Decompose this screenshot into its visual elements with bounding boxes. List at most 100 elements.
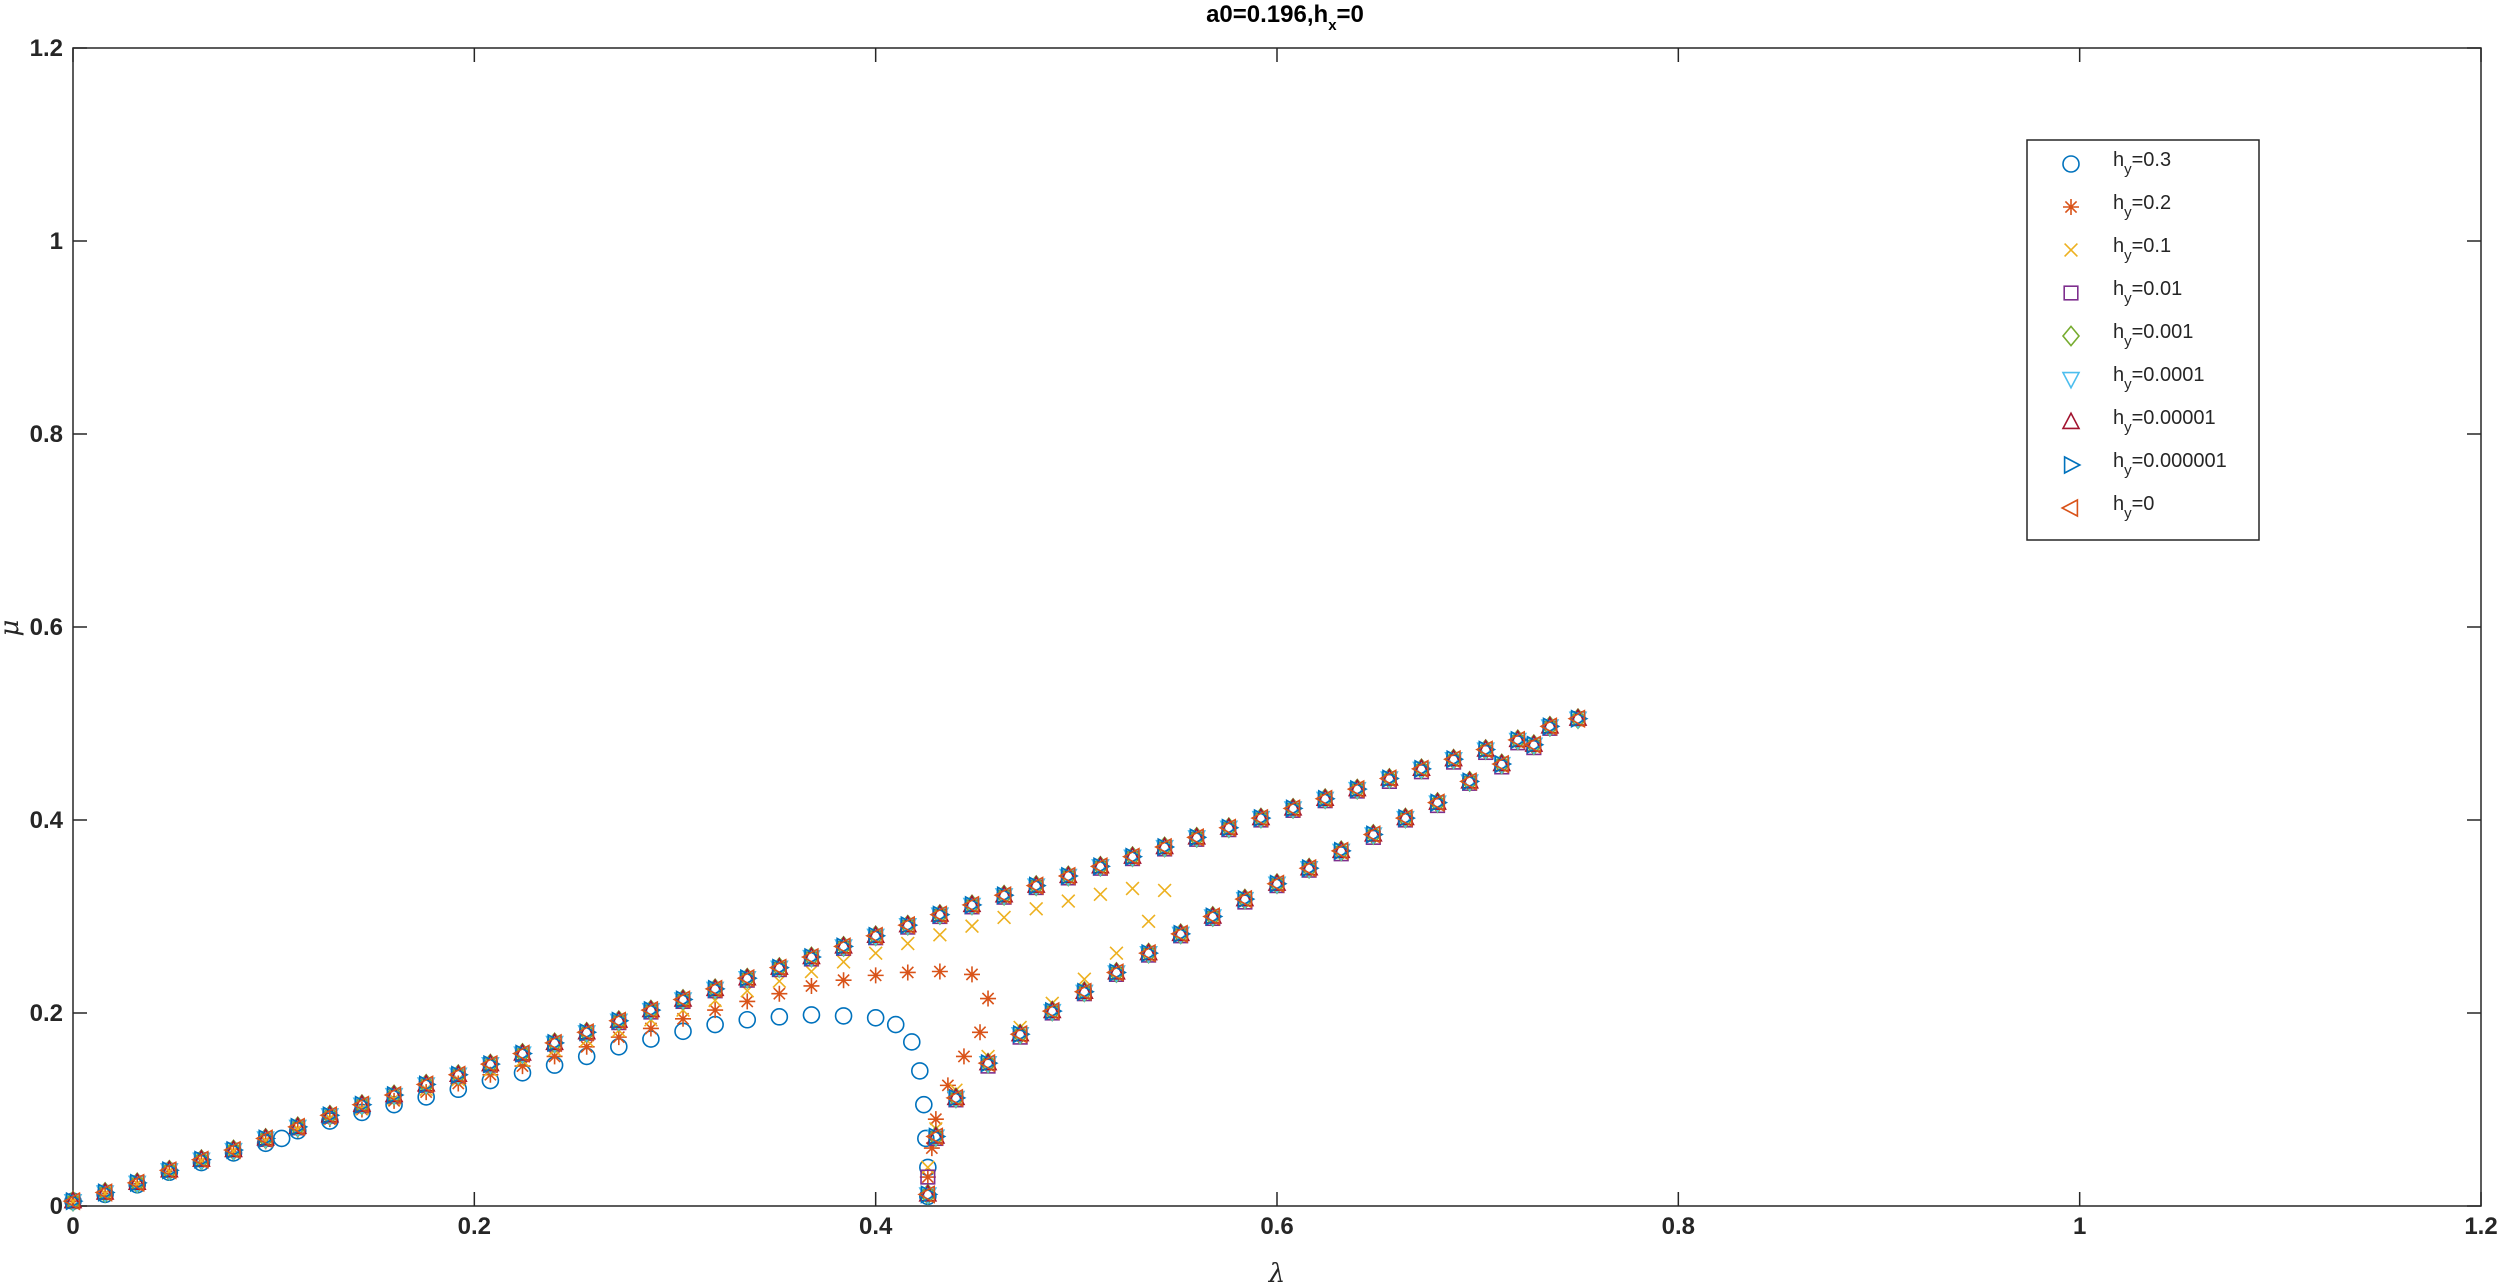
data-point — [1093, 856, 1111, 876]
data-point — [1123, 846, 1142, 864]
data-point — [1123, 849, 1142, 868]
data-point — [1075, 984, 1094, 1003]
data-point — [866, 928, 885, 947]
x-tick-label: 0.4 — [859, 1213, 893, 1240]
data-point — [923, 1140, 940, 1157]
data-point — [320, 1108, 340, 1126]
data-point — [256, 1127, 275, 1146]
data-point — [481, 1053, 500, 1072]
legend-marker — [2062, 155, 2080, 173]
data-point — [351, 1095, 370, 1115]
data-point — [1350, 779, 1368, 799]
data-point — [836, 937, 855, 956]
data-point — [1428, 795, 1447, 814]
data-point — [130, 1173, 148, 1193]
data-point — [1091, 859, 1110, 877]
data-point — [925, 1127, 944, 1146]
data-point — [158, 1160, 177, 1180]
data-point — [1460, 770, 1479, 789]
data-point — [1314, 789, 1333, 809]
legend-label: hy=0.000001 — [2113, 450, 2227, 479]
data-point — [578, 1038, 595, 1055]
data-point — [513, 1043, 532, 1061]
data-point — [1507, 730, 1525, 750]
data-point — [1205, 907, 1224, 926]
data-point — [1317, 789, 1336, 809]
data-point — [416, 1077, 436, 1095]
chart-title: a0=0.196,hx=0 — [1206, 1, 1364, 34]
data-point — [994, 884, 1014, 903]
data-point — [1155, 836, 1174, 855]
data-point — [1219, 820, 1239, 839]
data-point — [972, 1024, 989, 1041]
data-point — [1444, 752, 1463, 770]
data-point — [1041, 1001, 1060, 1021]
data-point — [802, 949, 821, 968]
data-point — [258, 1129, 277, 1148]
data-point — [962, 897, 982, 916]
data-point — [962, 894, 982, 913]
data-point — [902, 1033, 921, 1051]
data-point — [1042, 1000, 1062, 1019]
data-point — [993, 885, 1012, 905]
data-point — [918, 1187, 938, 1205]
data-point — [1524, 734, 1544, 752]
data-point — [1045, 1001, 1063, 1021]
data-point — [926, 1126, 946, 1144]
data-point — [1315, 788, 1335, 806]
y-tick-label: 0.2 — [30, 1000, 63, 1027]
data-point — [1267, 873, 1287, 891]
data-point — [609, 1013, 629, 1032]
data-point — [1427, 793, 1445, 812]
data-point — [802, 1006, 821, 1024]
data-point — [1283, 801, 1303, 819]
data-point — [1139, 942, 1158, 961]
data-point — [738, 1010, 757, 1029]
data-point — [545, 1035, 564, 1054]
data-point — [834, 939, 853, 957]
data-point — [1219, 817, 1239, 835]
data-point — [1542, 717, 1561, 736]
data-point — [1412, 758, 1431, 777]
data-point — [868, 946, 883, 961]
data-point — [928, 1127, 947, 1146]
data-point — [1412, 761, 1431, 780]
y-tick-label: 1.2 — [30, 35, 63, 62]
data-point — [1510, 730, 1529, 750]
data-point — [1171, 926, 1191, 945]
y-tick-label: 1 — [50, 228, 63, 255]
data-point — [931, 963, 948, 980]
data-point — [416, 1073, 436, 1092]
data-point — [1347, 778, 1367, 797]
data-point — [898, 914, 918, 933]
data-point — [1298, 858, 1317, 878]
data-point — [1430, 793, 1449, 812]
data-point — [1218, 818, 1237, 838]
data-point — [641, 999, 661, 1018]
data-point — [1187, 830, 1207, 848]
data-point — [1186, 828, 1204, 847]
data-point — [1285, 799, 1304, 818]
data-point — [1283, 797, 1303, 816]
data-point — [1476, 742, 1496, 761]
data-point — [980, 990, 997, 1007]
legend-label: hy=0.3 — [2113, 149, 2171, 178]
data-point — [577, 1025, 597, 1043]
data-point — [319, 1105, 338, 1125]
x-axis-label: λ — [1268, 1259, 1285, 1284]
data-point — [1444, 748, 1463, 767]
data-point — [1009, 1024, 1028, 1044]
data-point — [1540, 715, 1560, 734]
legend-marker — [2061, 371, 2081, 390]
data-point — [771, 985, 788, 1002]
data-point — [997, 910, 1012, 925]
legend-label: hy=0.001 — [2113, 321, 2193, 350]
data-point — [802, 946, 821, 965]
x-tick-label: 0 — [66, 1213, 79, 1240]
data-point — [159, 1163, 179, 1181]
data-point — [955, 1048, 972, 1065]
data-point — [354, 1095, 373, 1115]
data-point — [288, 1119, 308, 1138]
data-point — [223, 1140, 241, 1160]
data-point — [1414, 759, 1432, 779]
